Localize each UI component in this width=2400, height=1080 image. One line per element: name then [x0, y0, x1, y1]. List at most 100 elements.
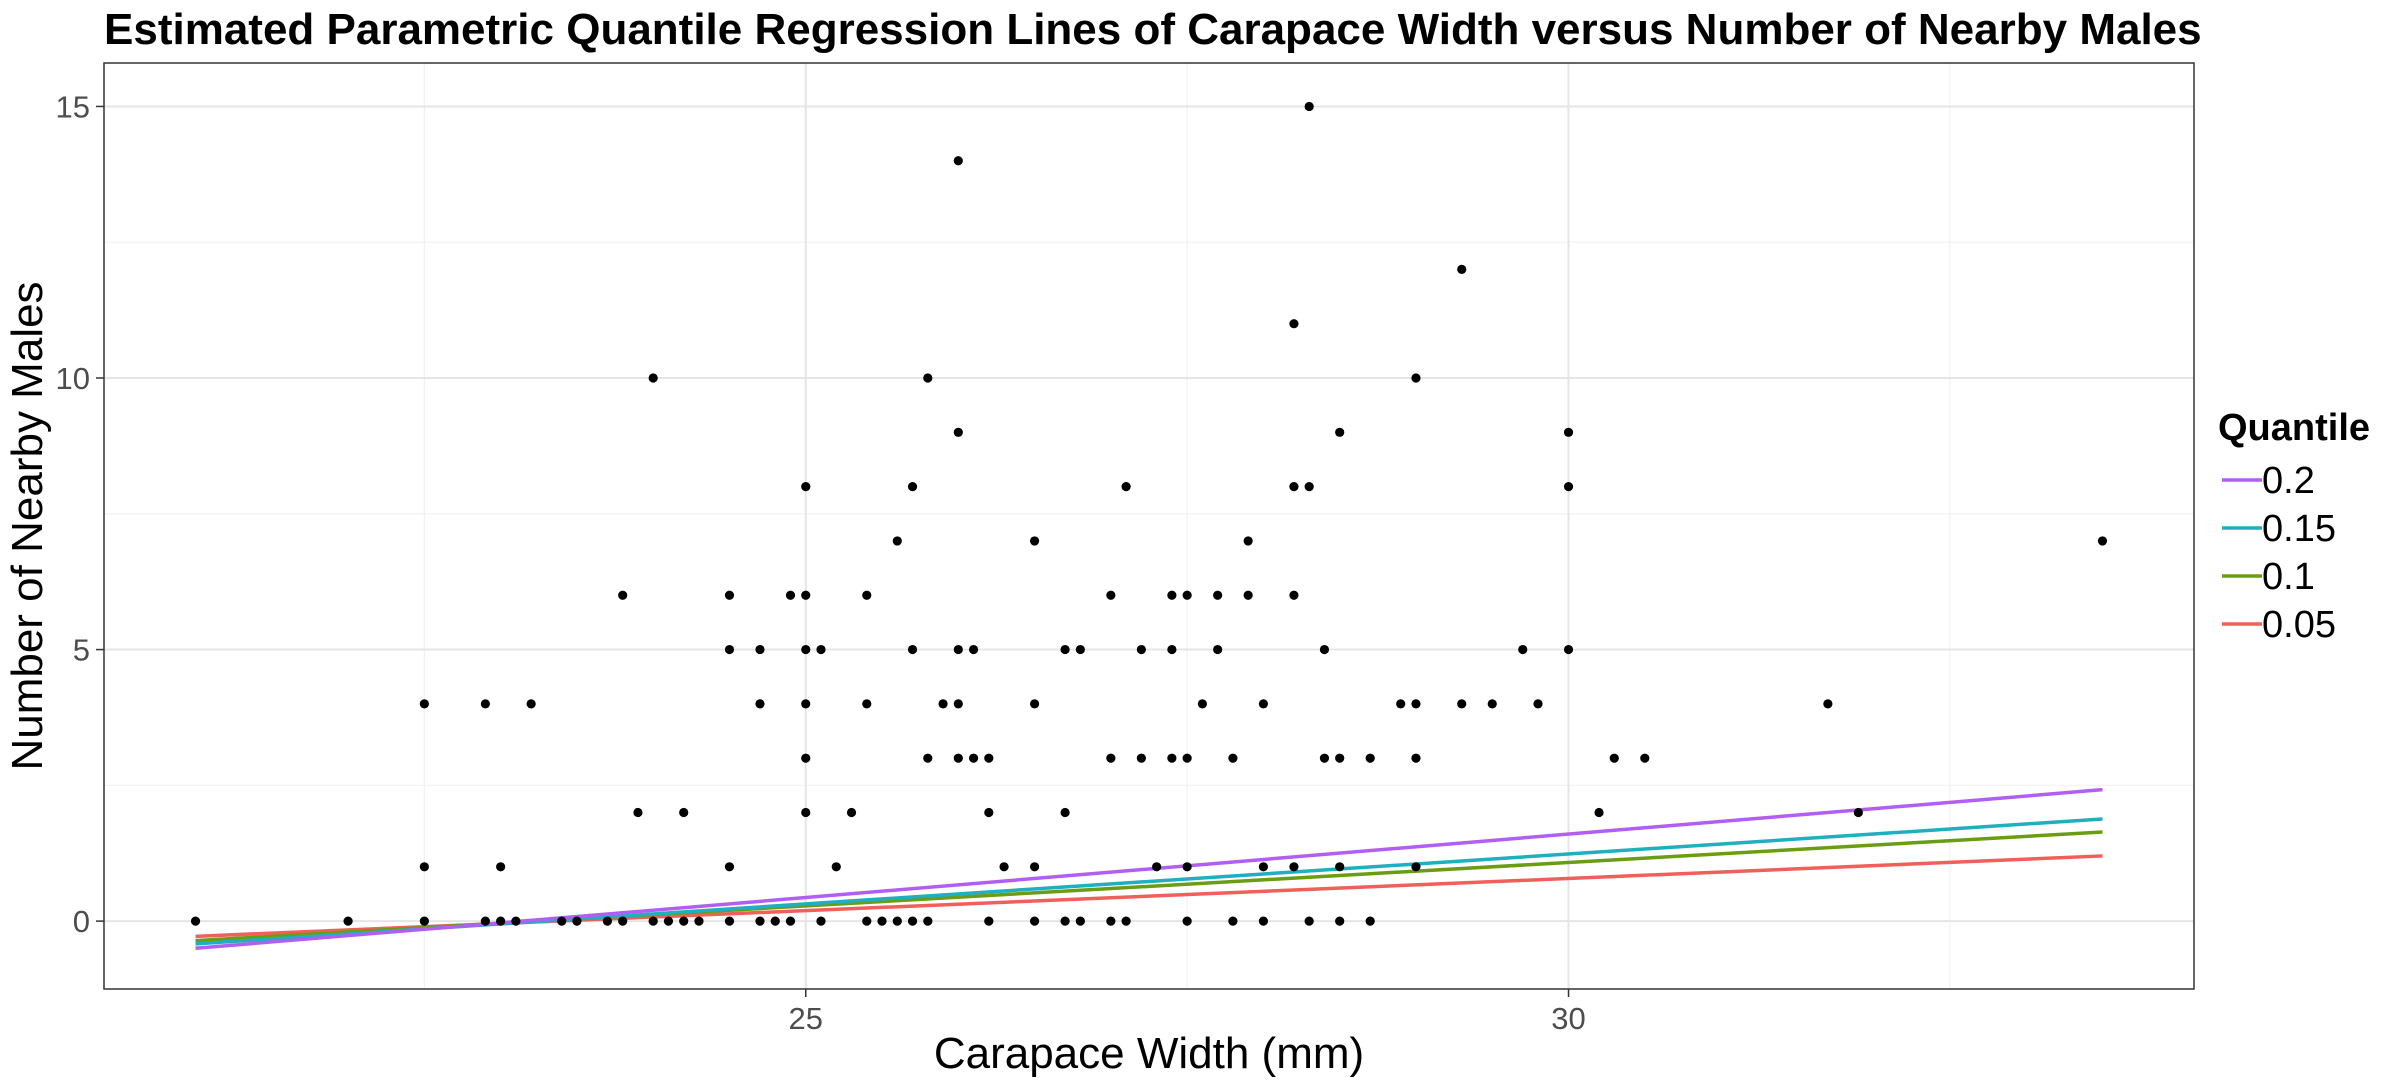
data-point: [984, 916, 994, 926]
data-point: [1518, 644, 1528, 655]
data-point: [1060, 644, 1070, 655]
data-point: [1136, 753, 1146, 763]
y-tick-label: 5: [73, 633, 90, 668]
data-point: [496, 916, 506, 926]
data-point: [770, 916, 780, 926]
data-point: [480, 916, 490, 926]
data-point: [1594, 807, 1604, 818]
legend-label: 0.1: [2262, 556, 2315, 598]
data-point: [816, 916, 826, 926]
data-point: [1609, 753, 1619, 763]
data-point: [953, 699, 963, 709]
data-point: [724, 916, 735, 926]
data-point: [1289, 590, 1299, 600]
data-point: [923, 916, 933, 926]
data-point: [1121, 482, 1131, 492]
y-tick-label: 15: [56, 89, 90, 124]
data-point: [343, 916, 353, 926]
data-point: [1411, 753, 1421, 763]
data-point: [496, 862, 506, 872]
legend-label: 0.15: [2262, 508, 2336, 550]
data-point: [1365, 753, 1375, 763]
data-point: [663, 916, 674, 926]
data-point: [1029, 916, 1040, 926]
data-point: [1167, 590, 1177, 600]
data-point: [801, 699, 811, 709]
data-point: [846, 807, 857, 818]
data-point: [724, 590, 735, 600]
data-point: [816, 644, 826, 655]
data-point: [923, 373, 933, 383]
data-point: [1457, 264, 1467, 274]
data-point: [1563, 482, 1574, 492]
data-point: [1640, 753, 1650, 763]
data-point: [1106, 753, 1116, 763]
data-point: [1563, 644, 1574, 655]
y-axis-title: Number of Nearby Males: [3, 281, 52, 770]
legend-title: Quantile: [2218, 407, 2370, 449]
data-point: [1335, 753, 1345, 763]
data-point: [1258, 916, 1269, 926]
data-point: [694, 916, 704, 926]
data-point: [785, 916, 796, 926]
data-point: [1304, 101, 1314, 112]
data-point: [1335, 916, 1345, 926]
data-point: [938, 699, 948, 709]
data-point: [1029, 862, 1040, 872]
data-point: [953, 156, 963, 166]
plot-panel: [103, 62, 2195, 990]
data-point: [1319, 644, 1330, 655]
legend-items: 0.2 0.15 0.1 0.05: [2222, 460, 2336, 646]
data-point: [801, 482, 811, 492]
data-point: [953, 644, 963, 655]
data-point: [1106, 590, 1116, 600]
data-point: [1182, 916, 1192, 926]
data-point: [1213, 590, 1223, 600]
data-point: [1167, 753, 1177, 763]
data-point: [679, 807, 689, 818]
data-point: [1365, 916, 1375, 926]
data-point: [190, 916, 201, 926]
data-point: [801, 590, 811, 600]
data-point: [907, 482, 918, 492]
data-point: [1533, 699, 1543, 709]
data-point: [953, 753, 963, 763]
data-point: [984, 753, 994, 763]
data-point: [2097, 536, 2108, 546]
data-point: [785, 590, 796, 600]
data-point: [1213, 644, 1223, 655]
x-tick-label: 30: [1551, 1001, 1585, 1036]
data-point: [755, 699, 765, 709]
data-point: [1029, 699, 1040, 709]
data-point: [1258, 862, 1269, 872]
data-point: [1304, 482, 1314, 492]
data-point: [633, 807, 643, 818]
data-point: [1853, 807, 1863, 818]
grid-minor: [104, 63, 2194, 989]
data-point: [801, 807, 811, 818]
plot-background: [104, 63, 2194, 989]
data-point: [648, 916, 658, 926]
data-point: [1396, 699, 1406, 709]
data-point: [724, 644, 735, 655]
data-point: [1060, 807, 1070, 818]
data-point: [1121, 916, 1131, 926]
data-point: [618, 916, 628, 926]
data-point: [1457, 699, 1467, 709]
data-point: [1487, 699, 1497, 709]
data-point: [923, 753, 933, 763]
data-points: [190, 101, 2108, 926]
data-point: [724, 862, 735, 872]
data-point: [1411, 699, 1421, 709]
y-axis-ticks: 0 5 10 15: [56, 89, 104, 939]
data-point: [984, 807, 994, 818]
x-axis-title: Carapace Width (mm): [934, 1029, 1364, 1078]
data-point: [419, 916, 429, 926]
data-point: [1228, 916, 1238, 926]
data-point: [755, 916, 765, 926]
legend-label: 0.2: [2262, 460, 2315, 502]
chart-title: Estimated Parametric Quantile Regression…: [104, 5, 2202, 54]
x-tick-label: 25: [789, 1001, 823, 1036]
data-point: [1289, 862, 1299, 872]
